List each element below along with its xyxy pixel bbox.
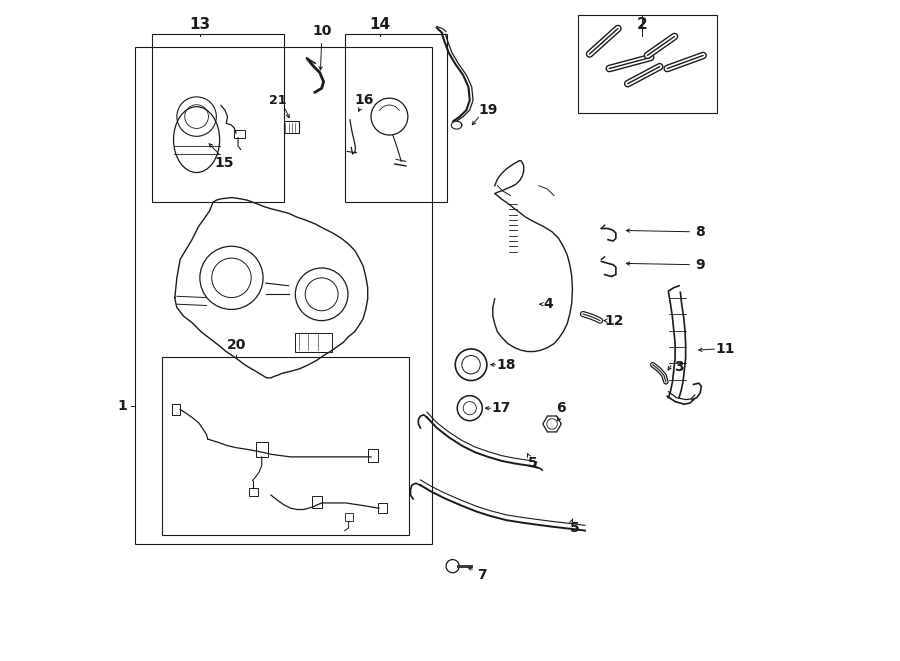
Text: 10: 10 [312,24,331,38]
Text: 7: 7 [477,568,486,582]
Text: 17: 17 [491,401,511,415]
Text: 11: 11 [716,342,735,356]
Bar [135,48,432,545]
Bar [311,496,322,508]
Bar [162,357,409,535]
Text: 1: 1 [118,399,128,413]
Text: 14: 14 [369,17,390,32]
Bar [152,34,284,202]
Text: 8: 8 [695,225,705,239]
Text: 3: 3 [674,360,684,373]
Text: 18: 18 [496,358,516,371]
Text: 21: 21 [269,94,286,106]
Bar [579,15,716,113]
Bar [248,488,257,496]
Bar [295,333,331,352]
Text: 12: 12 [605,313,625,328]
Text: 5: 5 [527,457,537,471]
Text: 20: 20 [227,338,246,352]
Bar [345,514,353,522]
Text: 4: 4 [544,297,554,311]
Text: 9: 9 [696,258,705,272]
Bar [345,34,446,202]
Text: 15: 15 [214,155,234,170]
Bar [234,130,245,137]
Bar [368,449,378,462]
Bar [172,405,180,414]
Text: 16: 16 [355,93,374,107]
Text: 6: 6 [556,401,565,415]
Text: 13: 13 [189,17,211,32]
Bar [378,503,387,514]
Text: 5: 5 [571,521,580,535]
Bar [256,442,267,457]
Bar [284,121,299,133]
Text: 19: 19 [479,103,498,117]
Text: 2: 2 [637,17,648,32]
